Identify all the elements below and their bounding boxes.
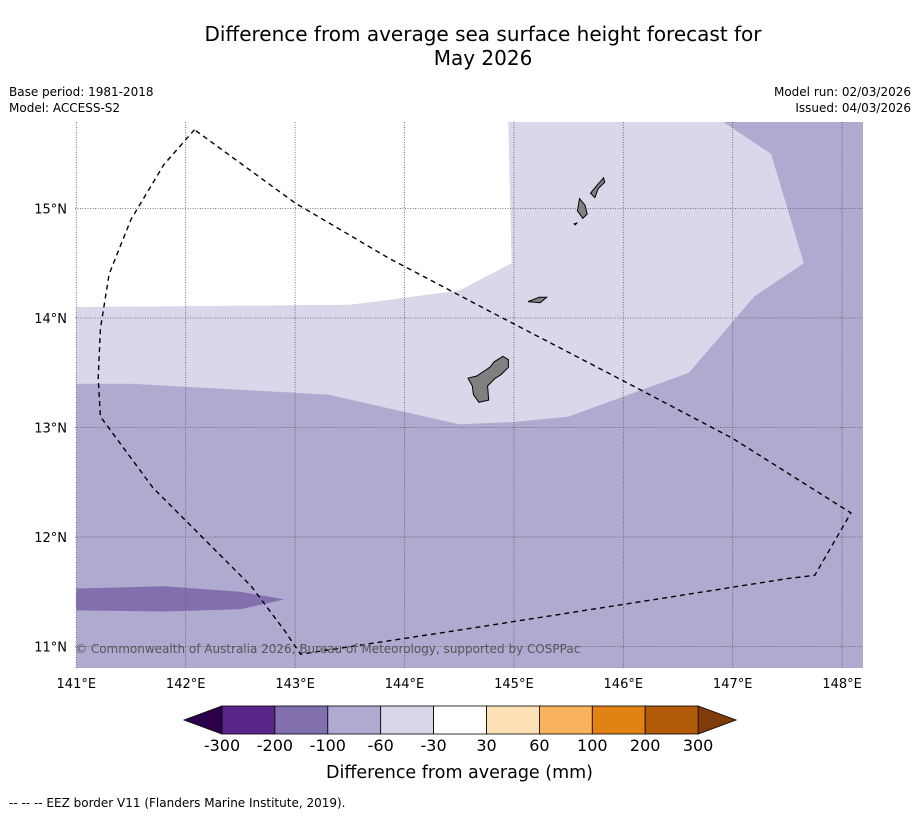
colorbar-swatch-1 (274, 705, 329, 735)
x-tick-label: 145°E (494, 677, 534, 692)
shaded-region-1 (76, 122, 804, 425)
colorbar-tick-label: -60 (368, 736, 394, 755)
colorbar-swatch-2 (327, 705, 382, 735)
colorbar-tick-label: -200 (257, 736, 293, 755)
colorbar-swatch-8 (644, 705, 699, 735)
model-text: Model: ACCESS-S2 (9, 101, 121, 115)
shaded-region-2 (76, 122, 512, 308)
colorbar-tick-label: -100 (310, 736, 346, 755)
island-aguijan (573, 222, 578, 226)
island-saipan (589, 176, 606, 199)
colorbar-tick-label: -300 (204, 736, 240, 755)
shaded-region-3 (76, 586, 285, 612)
copyright-text: © Commonwealth of Australia 2026, Bureau… (75, 642, 580, 656)
colorbar-tick-label: 30 (476, 736, 496, 755)
x-tick-label: 142°E (166, 677, 206, 692)
x-tick-label: 146°E (604, 677, 644, 692)
colorbar-extend-high (697, 705, 738, 735)
x-tick-label: 144°E (385, 677, 425, 692)
colorbar: -300 -200 -100 -60 -30 30 60 100 200 300 Differenc… (182, 705, 738, 783)
y-tick-label: 13°N (34, 422, 67, 437)
x-tick-label: 148°E (822, 677, 862, 692)
island-tinian (576, 197, 588, 220)
x-tick-label: 141°E (57, 677, 97, 692)
x-tick-label: 147°E (713, 677, 753, 692)
colorbar-tick-label: 300 (683, 736, 714, 755)
colorbar-label: Difference from average (mm) (326, 763, 593, 783)
colorbar-extend-low (182, 705, 223, 735)
x-tick-label: 143°E (275, 677, 315, 692)
colorbar-swatch-5 (486, 705, 540, 735)
issued-text: Issued: 04/03/2026 (795, 101, 911, 115)
base-period-text: Base period: 1981-2018 (9, 85, 154, 99)
model-run-text: Model run: 02/03/2026 (773, 85, 911, 99)
y-tick-label: 12°N (34, 531, 67, 546)
colorbar-tick-label: 100 (577, 736, 608, 755)
title-line-1: Difference from average sea surface heig… (204, 22, 762, 46)
island-guam (467, 355, 509, 403)
colorbar-swatch-0 (221, 705, 276, 735)
y-tick-label: 14°N (34, 312, 67, 327)
colorbar-tick-label: -30 (421, 736, 447, 755)
colorbar-swatch-4 (433, 705, 487, 735)
y-tick-label: 15°N (34, 203, 67, 218)
colorbar-tick-label: 200 (630, 736, 661, 755)
eez-legend-footer: -- -- -- EEZ border V11 (Flanders Marine… (9, 796, 346, 810)
sea-surface-height-map: © Commonwealth of Australia 2026, Bureau… (34, 122, 863, 783)
y-tick-label: 11°N (34, 641, 67, 656)
colorbar-tick-label: 60 (529, 736, 549, 755)
title-line-2: May 2026 (433, 46, 533, 70)
plot-area (75, 122, 863, 668)
meta-right: Model run: 02/03/2026 Issued: 04/03/2026 (774, 84, 911, 116)
eez-border-line (97, 129, 852, 655)
meta-left: Base period: 1981-2018 Model: ACCESS-S2 (9, 84, 154, 116)
island-rota (527, 296, 549, 304)
colorbar-swatch-3 (380, 705, 435, 735)
colorbar-swatch-7 (591, 705, 646, 735)
chart-title: Difference from average sea surface heig… (0, 22, 919, 70)
colorbar-swatch-6 (539, 705, 593, 735)
